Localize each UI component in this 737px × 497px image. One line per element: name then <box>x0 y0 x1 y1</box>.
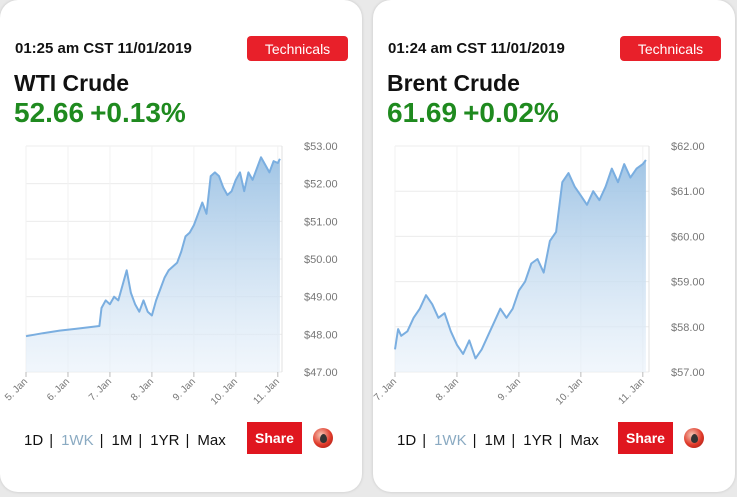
range-selector: 1D | 1WK | 1M | 1YR | Max <box>397 432 599 449</box>
timestamp: 01:24 am CST 11/01/2019 <box>388 40 565 57</box>
y-tick-label: $53.00 <box>304 141 338 153</box>
x-tick-label: 10. Jan <box>209 376 240 407</box>
wti-card: 01:25 am CST 11/01/2019 Technicals WTI C… <box>0 0 362 492</box>
x-tick-label: 5. Jan <box>3 376 30 403</box>
x-tick-label: 11. Jan <box>251 376 281 406</box>
oil-drop-icon <box>313 428 333 448</box>
y-tick-label: $48.00 <box>304 329 338 341</box>
range-1wk[interactable]: 1WK <box>61 432 94 449</box>
x-tick-label: 7. Jan <box>87 376 114 403</box>
price-block: 61.69 +0.02% <box>387 97 565 129</box>
technicals-button[interactable]: Technicals <box>620 36 721 61</box>
y-tick-label: $57.00 <box>671 367 705 379</box>
commodity-name: Brent Crude <box>387 70 520 96</box>
range-1d[interactable]: 1D <box>397 432 417 449</box>
range-separator: | <box>49 432 54 449</box>
brent-card: 01:24 am CST 11/01/2019 Technicals Brent… <box>373 0 735 492</box>
y-tick-label: $58.00 <box>671 322 705 334</box>
timestamp: 01:25 am CST 11/01/2019 <box>15 40 192 57</box>
y-tick-label: $47.00 <box>304 367 338 379</box>
x-tick-label: 8. Jan <box>434 376 461 403</box>
share-button[interactable]: Share <box>618 422 673 454</box>
x-tick-label: 7. Jan <box>373 376 399 403</box>
series-area <box>26 157 280 372</box>
range-max[interactable]: Max <box>197 432 226 449</box>
range-separator: | <box>138 432 143 449</box>
y-tick-label: $49.00 <box>304 292 338 304</box>
range-max[interactable]: Max <box>570 432 599 449</box>
range-selector: 1D | 1WK | 1M | 1YR | Max <box>24 432 226 449</box>
y-tick-label: $62.00 <box>671 141 705 153</box>
x-tick-label: 6. Jan <box>45 376 72 403</box>
series-line <box>394 159 647 360</box>
range-separator: | <box>472 432 477 449</box>
price-chart[interactable]: $47.00 $48.00 $49.00 $50.00 $51.00 $52.00 $53.… <box>0 138 362 413</box>
range-1wk[interactable]: 1WK <box>434 432 467 449</box>
share-button[interactable]: Share <box>247 422 302 454</box>
y-tick-label: $61.00 <box>671 186 705 198</box>
price-change: +0.13% <box>90 97 186 128</box>
range-1yr[interactable]: 1YR <box>150 432 180 449</box>
y-tick-label: $60.00 <box>671 231 705 243</box>
y-tick-label: $59.00 <box>671 277 705 289</box>
oil-drop-icon <box>684 428 704 448</box>
range-separator: | <box>422 432 427 449</box>
price-block: 52.66 +0.13% <box>14 97 192 129</box>
y-tick-label: $50.00 <box>304 254 338 266</box>
technicals-button[interactable]: Technicals <box>247 36 348 61</box>
range-1m[interactable]: 1M <box>111 432 133 449</box>
x-tick-label: 8. Jan <box>129 376 156 403</box>
x-tick-label: 11. Jan <box>616 376 646 406</box>
series-area <box>395 160 646 372</box>
price-change: +0.02% <box>463 97 559 128</box>
range-1yr[interactable]: 1YR <box>523 432 553 449</box>
range-separator: | <box>558 432 563 449</box>
x-tick-label: 10. Jan <box>554 376 585 407</box>
commodity-name: WTI Crude <box>14 70 129 96</box>
range-separator: | <box>99 432 104 449</box>
range-1m[interactable]: 1M <box>484 432 506 449</box>
price-value: 52.66 <box>14 97 85 128</box>
price-value: 61.69 <box>387 97 458 128</box>
series-line <box>25 156 281 338</box>
range-separator: | <box>511 432 516 449</box>
range-1d[interactable]: 1D <box>24 432 44 449</box>
price-chart[interactable]: $57.00 $58.00 $59.00 $60.00 $61.00 $62.00 7. J… <box>373 138 735 413</box>
y-tick-label: $52.00 <box>304 179 338 191</box>
y-tick-label: $51.00 <box>304 216 338 228</box>
range-separator: | <box>185 432 190 449</box>
x-tick-label: 9. Jan <box>171 376 198 403</box>
x-tick-label: 9. Jan <box>496 376 523 403</box>
